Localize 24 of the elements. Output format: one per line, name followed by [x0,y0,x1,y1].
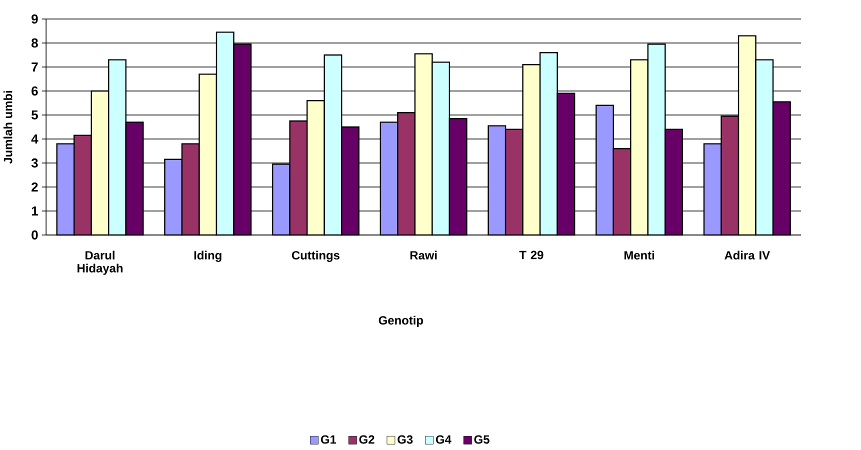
legend-label: G4 [436,435,452,444]
y-tick-label: 8 [32,38,38,48]
y-tick-label: 1 [32,206,38,216]
y-tick-label: 2 [32,182,38,192]
legend-label: G2 [359,435,374,444]
x-axis-title: Genotip [378,316,424,327]
y-tick-label: 5 [32,110,38,120]
x-tick-label: T 29 [519,250,544,260]
x-tick-label: Menti [624,250,654,260]
x-tick-label: Cuttings [292,250,340,262]
legend-label: G1 [320,435,336,444]
legend-label: G5 [474,435,490,444]
y-tick-label: 0 [32,230,38,240]
y-tick-label: 3 [31,158,38,168]
y-tick-label: 4 [31,134,38,144]
x-tick-label: Iding [194,250,222,262]
y-tick-label: 7 [32,62,38,72]
y-tick-label: 6 [32,86,38,96]
y-axis-title: Jumlah umbi [3,90,12,164]
y-tick-label: 9 [32,14,38,24]
x-tick-label: Rawi [410,250,437,260]
legend-label: G3 [398,435,413,444]
x-tick-label: Darul Hidayah [78,250,123,275]
x-tick-label: Adira IV [724,250,770,260]
